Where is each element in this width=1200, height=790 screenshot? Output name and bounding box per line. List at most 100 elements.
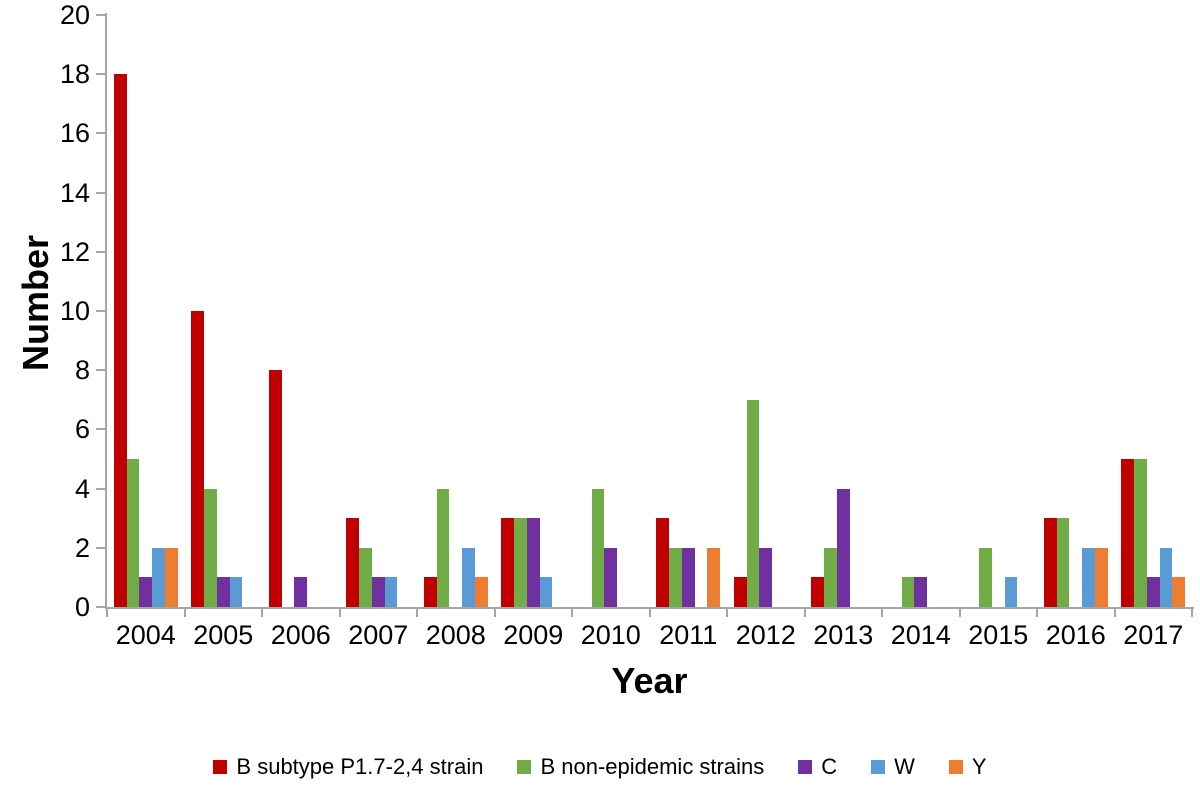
legend-swatch-b-non-epidemic-strains [517, 760, 532, 774]
y-tick-label-18: 18 [59, 59, 90, 90]
x-label-2005: 2005 [193, 620, 254, 650]
bar-b-subtype-p1-7-2-4-strain-2017 [1121, 459, 1135, 607]
bar-b-non-epidemic-strains-2013 [824, 547, 837, 607]
x-tick-5 [493, 609, 496, 617]
bar-group-2012 [727, 15, 805, 607]
bar-group-2005 [185, 15, 263, 607]
x-label-2007: 2007 [348, 620, 409, 650]
plot-area [107, 15, 1192, 607]
bar-w-2005 [229, 577, 243, 607]
y-tick-label-20: 20 [59, 0, 90, 30]
bar-group-2015 [960, 15, 1038, 607]
legend-item-b-subtype-p1-7-2-4-strain: B subtype P1.7-2,4 strain [213, 754, 483, 780]
bar-b-subtype-p1-7-2-4-strain-2008 [423, 577, 437, 607]
legend-swatch-b-subtype-p1-7-2-4-strain [213, 760, 228, 774]
bar-y-2004 [164, 547, 178, 607]
bar-b-non-epidemic-strains-2017 [1134, 459, 1147, 607]
bar-group-2010 [572, 15, 650, 607]
bar-b-subtype-p1-7-2-4-strain-2006 [268, 370, 282, 607]
bar-w-2016 [1082, 547, 1095, 607]
x-label-2016: 2016 [1045, 620, 1106, 650]
legend-label-w: W [894, 754, 915, 779]
bar-group-2014 [882, 15, 960, 607]
x-axis-line [105, 607, 1194, 609]
x-tick-3 [338, 609, 341, 617]
y-tick-label-6: 6 [74, 414, 90, 445]
x-tick-9 [803, 609, 806, 617]
bar-b-non-epidemic-strains-2008 [436, 488, 450, 607]
x-label-2010: 2010 [580, 620, 641, 650]
bar-b-subtype-p1-7-2-4-strain-2016 [1043, 518, 1057, 607]
bar-group-2011 [650, 15, 728, 607]
bar-c-2005 [216, 577, 230, 607]
x-tick-12 [1036, 609, 1038, 617]
bar-b-non-epidemic-strains-2005 [204, 488, 217, 607]
x-tick-14 [1191, 609, 1193, 617]
bar-y-2017 [1172, 577, 1186, 607]
x-tick-8 [726, 609, 728, 617]
y-tick-14 [96, 191, 105, 194]
x-label-2009: 2009 [503, 620, 564, 650]
x-tick-11 [958, 609, 961, 617]
x-tick-0 [106, 609, 108, 617]
y-tick-label-10: 10 [59, 296, 90, 326]
bar-c-2009 [526, 518, 540, 607]
y-tick-20 [96, 14, 105, 16]
bar-b-non-epidemic-strains-2015 [979, 547, 992, 607]
y-tick-label-2: 2 [74, 532, 90, 563]
x-label-2004: 2004 [115, 620, 176, 650]
bar-b-non-epidemic-strains-2016 [1056, 518, 1070, 607]
bar-b-subtype-p1-7-2-4-strain-2007 [346, 518, 360, 607]
y-axis-line [105, 13, 107, 609]
y-tick-label-12: 12 [59, 236, 90, 267]
bar-c-2004 [139, 577, 153, 607]
bar-group-2004 [107, 15, 185, 607]
bar-b-subtype-p1-7-2-4-strain-2011 [656, 518, 670, 607]
bar-b-non-epidemic-strains-2007 [359, 547, 372, 607]
x-label-2012: 2012 [735, 620, 796, 650]
legend-swatch-w [871, 760, 886, 774]
bar-c-2006 [294, 577, 308, 607]
bar-b-subtype-p1-7-2-4-strain-2009 [501, 518, 515, 607]
bar-group-2008 [417, 15, 495, 607]
x-tick-6 [571, 609, 573, 617]
legend-item-c: C [798, 754, 837, 780]
bar-b-subtype-p1-7-2-4-strain-2013 [811, 577, 825, 607]
x-label-2017: 2017 [1123, 620, 1184, 650]
x-label-2011: 2011 [659, 620, 718, 650]
bar-c-2010 [604, 547, 618, 607]
x-label-2008: 2008 [425, 620, 486, 650]
y-tick-4 [96, 487, 105, 490]
y-tick-12 [96, 250, 105, 253]
bar-c-2013 [836, 488, 850, 607]
bar-group-2006 [262, 15, 340, 607]
y-tick-label-0: 0 [74, 592, 90, 622]
y-tick-10 [96, 310, 105, 312]
bar-c-2014 [914, 577, 928, 607]
bar-b-non-epidemic-strains-2014 [901, 577, 915, 607]
legend-label-y: Y [971, 754, 987, 779]
x-label-2006: 2006 [270, 620, 331, 650]
x-tick-13 [1113, 609, 1116, 617]
x-axis-title: Year [611, 660, 688, 701]
y-tick-8 [96, 369, 105, 372]
legend-swatch-c [798, 760, 813, 774]
y-tick-label-16: 16 [59, 118, 90, 149]
bar-group-2016 [1037, 15, 1115, 607]
bar-b-non-epidemic-strains-2009 [514, 518, 527, 607]
bar-y-2008 [474, 577, 488, 607]
legend-item-w: W [871, 754, 915, 780]
bar-group-2009 [495, 15, 573, 607]
bar-b-non-epidemic-strains-2004 [126, 459, 140, 607]
bar-b-subtype-p1-7-2-4-strain-2004 [113, 74, 127, 607]
x-tick-1 [183, 609, 186, 617]
x-tick-2 [261, 609, 263, 617]
x-label-2014: 2014 [890, 620, 951, 650]
x-tick-10 [881, 609, 883, 617]
bar-c-2007 [371, 577, 385, 607]
y-tick-18 [96, 73, 105, 76]
bar-b-non-epidemic-strains-2011 [669, 547, 682, 607]
bar-y-2016 [1094, 547, 1108, 607]
bar-group-2007 [340, 15, 418, 607]
